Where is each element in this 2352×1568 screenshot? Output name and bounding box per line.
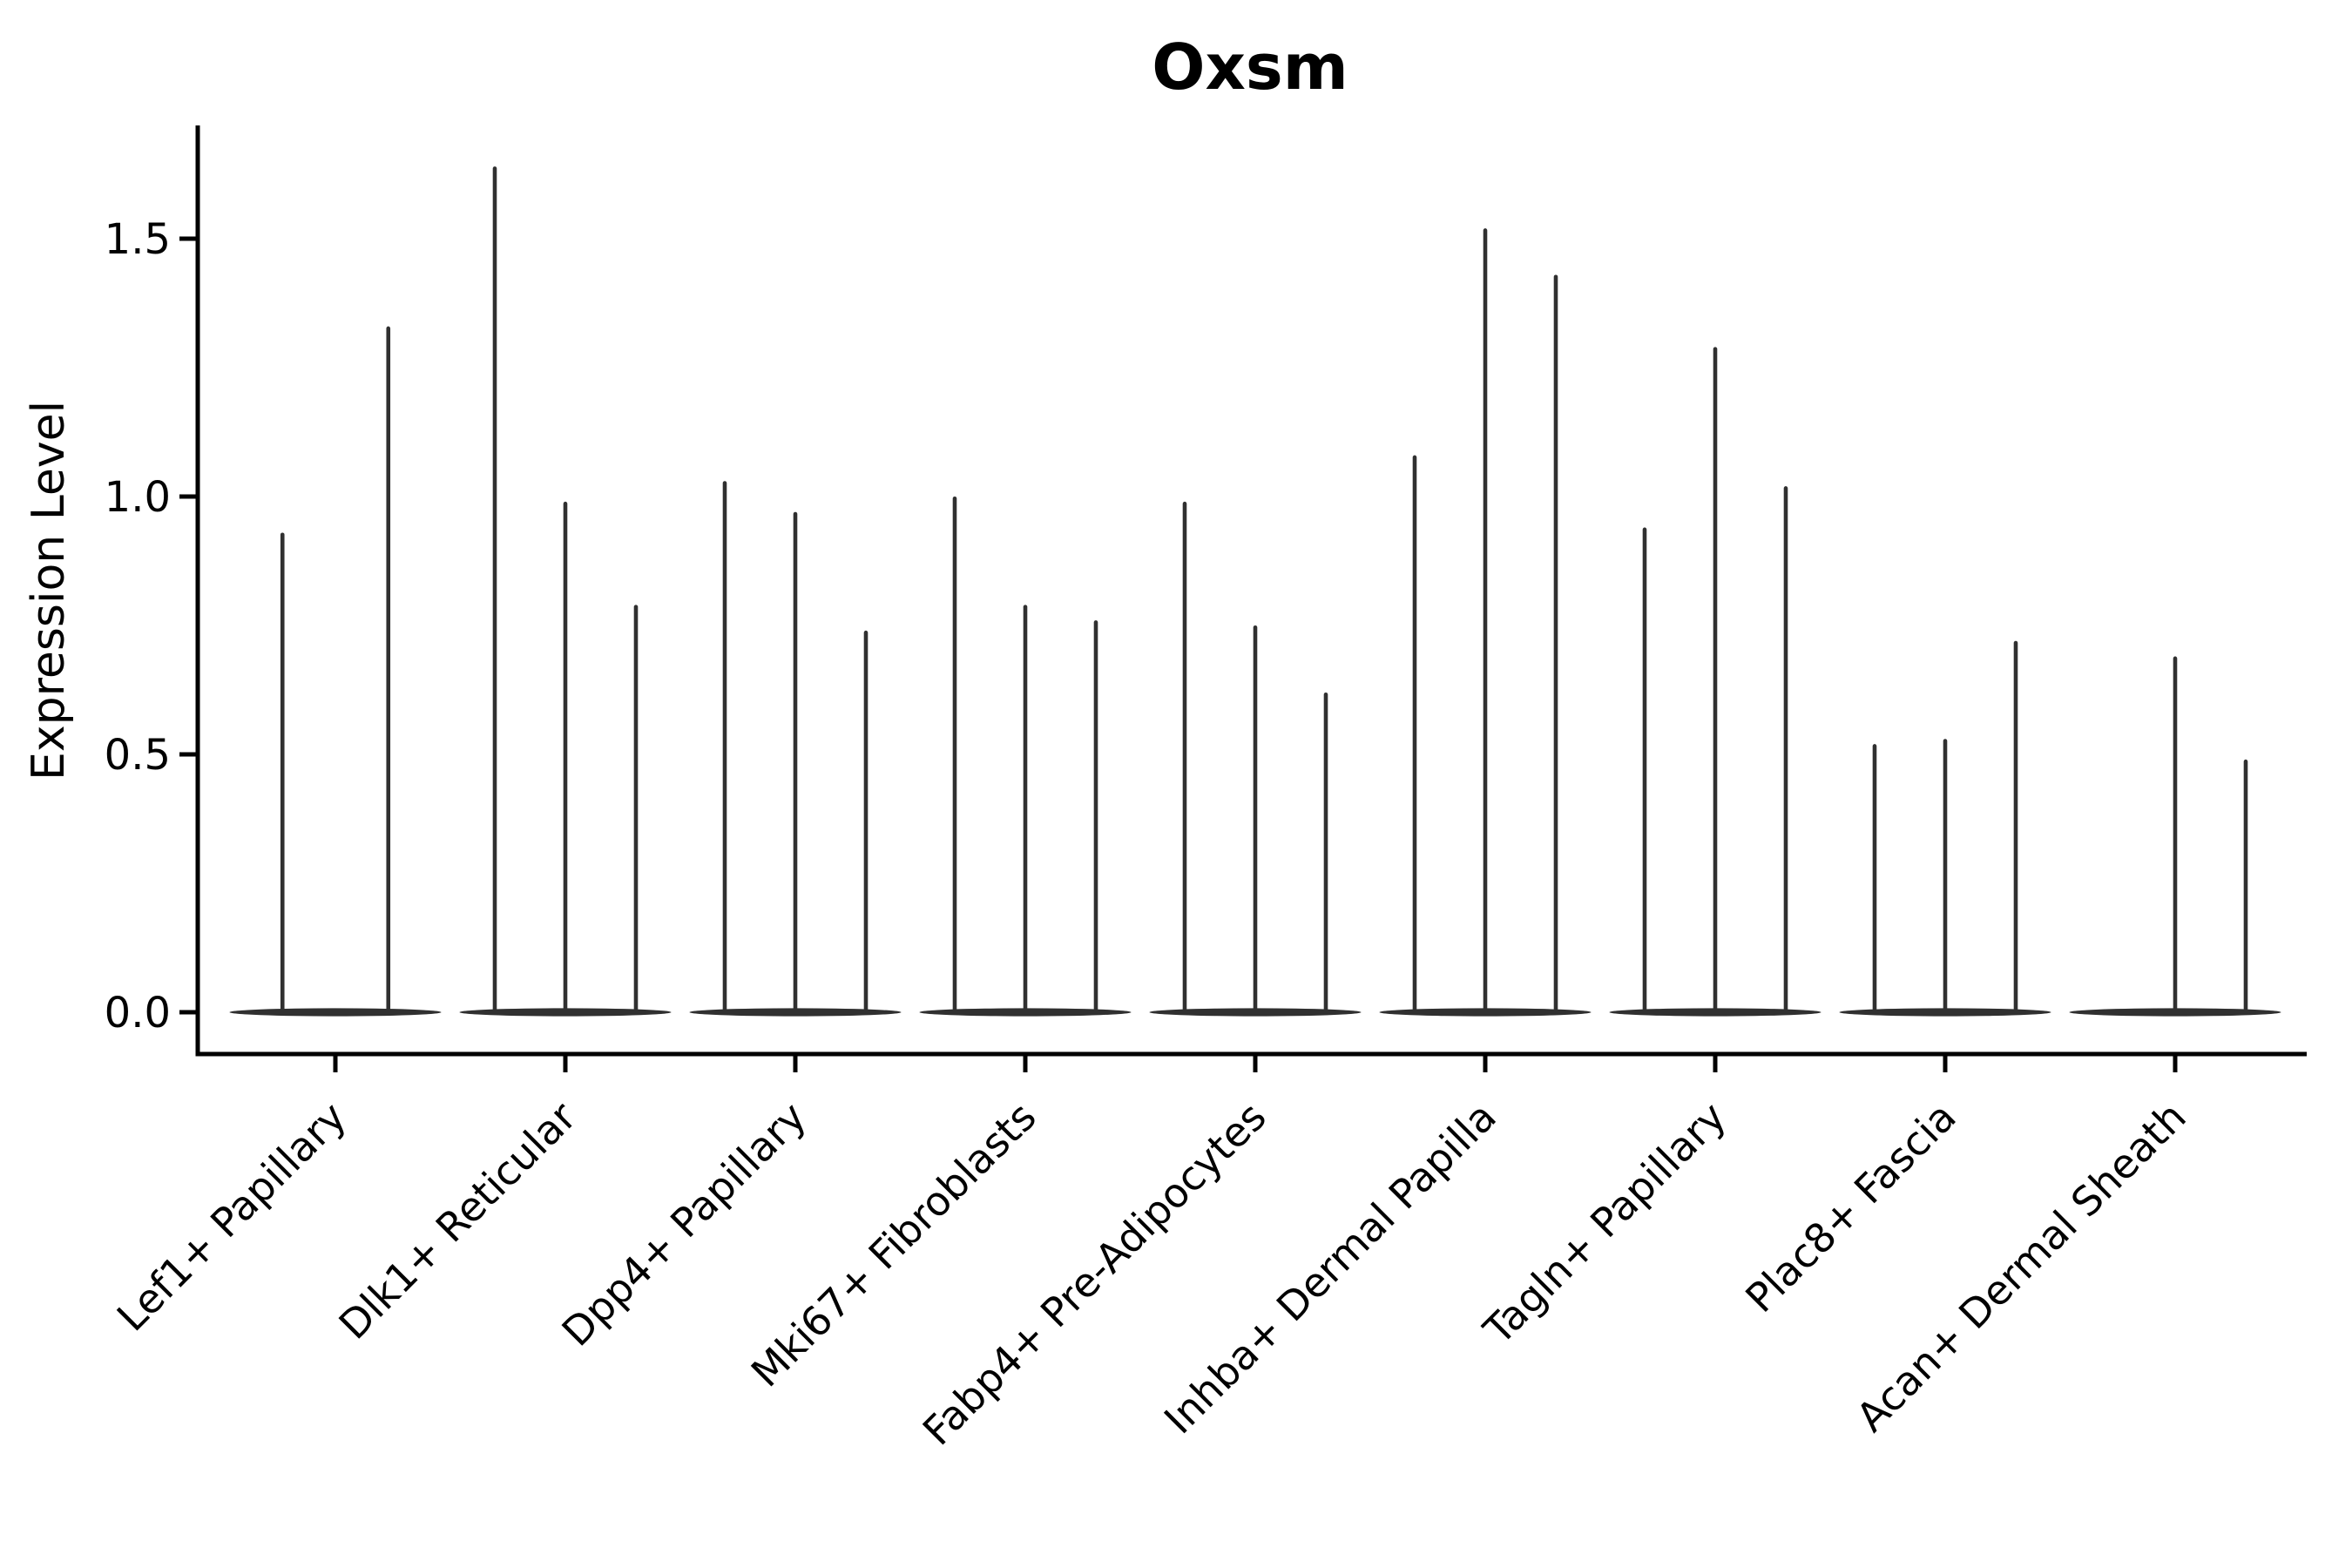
- violin-spike: [722, 481, 727, 1014]
- chart-title: Oxsm: [1152, 30, 1348, 104]
- violin-spike: [2243, 759, 2248, 1014]
- violin-spike: [492, 166, 497, 1014]
- violin-spike: [1182, 501, 1187, 1014]
- y-tick-label: 0.5: [105, 731, 171, 780]
- x-tick-label: Dpp4+ Papillary: [553, 1093, 815, 1355]
- x-tick-label: Lef1+ Papillary: [108, 1093, 355, 1341]
- axes: [179, 125, 2307, 1072]
- x-tick-label: Tagln+ Papillary: [1474, 1093, 1735, 1355]
- violin-spike: [1483, 228, 1488, 1014]
- violin-spike: [1093, 620, 1098, 1014]
- y-axis-label: Expression Level: [23, 401, 75, 781]
- violin-spike: [1872, 744, 1877, 1014]
- x-tick-label: Plac8+ Fascia: [1736, 1093, 1964, 1321]
- violin-spike: [1023, 605, 1028, 1014]
- violin-spike: [2173, 656, 2178, 1014]
- violin-spike: [1943, 739, 1948, 1014]
- y-tick-label: 1.0: [105, 473, 171, 522]
- violin-spike: [1253, 625, 1258, 1014]
- violin-spike: [793, 511, 798, 1014]
- violin-spike: [280, 532, 285, 1014]
- y-tick-label: 0.0: [105, 989, 171, 1037]
- violin-spike: [633, 605, 639, 1014]
- violin-spike: [386, 326, 391, 1014]
- violin-spike: [1412, 455, 1417, 1014]
- violin-spike: [1713, 347, 1718, 1014]
- violin-spike: [1323, 692, 1328, 1014]
- violin-spike: [1553, 274, 1558, 1014]
- violin-spike: [1783, 486, 1788, 1014]
- violin-spike: [952, 497, 957, 1014]
- violin-body: [229, 1008, 442, 1017]
- violin-spike: [2013, 640, 2018, 1014]
- violins: [229, 166, 2281, 1017]
- x-tick-label: Dlk1+ Reticular: [330, 1093, 585, 1348]
- y-tick-label: 1.5: [105, 215, 171, 264]
- violin-spike: [863, 630, 868, 1014]
- violin-spike: [563, 501, 568, 1014]
- violin-spike: [1642, 527, 1647, 1014]
